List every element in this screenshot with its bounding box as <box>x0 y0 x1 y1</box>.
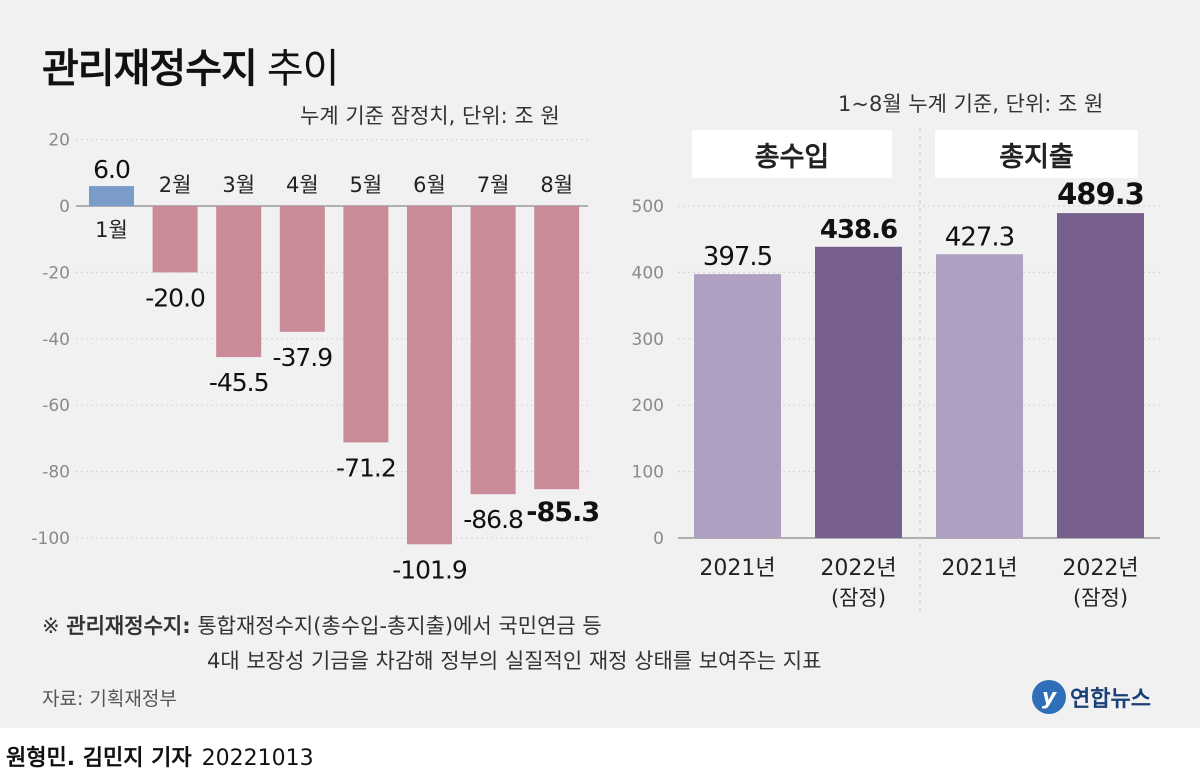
left-bar-2 <box>152 206 198 273</box>
title-main: 관리재정수지 <box>42 46 258 92</box>
right-y-tick-4: 100 <box>632 463 664 483</box>
right-x-label-g1-b1: 2021년 <box>699 556 775 581</box>
left-value-label-5: -71.2 <box>336 453 396 482</box>
title-sub: 추이 <box>266 46 340 92</box>
right-bar-g2-b2 <box>1057 213 1144 538</box>
credit-line: 원형민. 김민지 기자 20221013 <box>6 740 314 772</box>
left-bar-1 <box>89 186 134 206</box>
footnote-line-1: ※ 관리재정수지: 통합재정수지(총수입-총지출)에서 국민연금 등 <box>42 610 602 640</box>
left-value-label-3: -45.5 <box>209 368 269 397</box>
right-bar-g1-b1 <box>694 274 781 538</box>
right-bar-g2-b1 <box>936 254 1023 538</box>
note-term: 관리재정수지: <box>66 614 191 638</box>
logo-mark: y <box>1032 680 1066 714</box>
left-y-tick-6: -100 <box>31 529 70 549</box>
right-x-label-g2-b1: 2021년 <box>941 556 1017 581</box>
left-bar-3 <box>216 206 262 358</box>
left-value-label-6: -101.9 <box>392 555 467 584</box>
left-category-label-7: 7월 <box>477 173 510 197</box>
right-y-tick-2: 300 <box>632 330 664 350</box>
left-value-label-4: -37.9 <box>272 343 332 372</box>
left-value-label-2: -20.0 <box>145 283 205 312</box>
left-bar-5 <box>343 206 389 443</box>
right-y-tick-0: 500 <box>632 197 664 217</box>
group-header-spending: 총지출 <box>935 130 1138 178</box>
left-category-label-5: 5월 <box>350 173 383 197</box>
right-value-label-g1-b1: 397.5 <box>703 242 772 272</box>
right-bar-g1-b2 <box>815 246 902 538</box>
right-y-tick-5: 0 <box>653 529 664 549</box>
left-chart-unit-note: 누계 기준 잠정치, 단위: 조 원 <box>300 104 560 128</box>
right-value-label-g2-b1: 427.3 <box>945 222 1014 252</box>
right-x-label-g1-b2: 2022년 <box>820 556 896 581</box>
left-category-label-1: 1월 <box>95 218 128 242</box>
right-x-sublabel-g2-b2: (잠정) <box>1073 586 1128 610</box>
left-category-label-4: 4월 <box>286 173 319 197</box>
note-marker: ※ <box>42 614 60 638</box>
left-bar-4 <box>279 206 325 332</box>
footnote-line-2: 4대 보장성 기금을 차감해 정부의 실질적인 재정 상태를 보여주는 지표 <box>207 649 822 673</box>
logo-text: 연합뉴스 <box>1070 687 1151 712</box>
source-text: 자료: 기획재정부 <box>42 688 177 710</box>
right-x-label-g2-b2: 2022년 <box>1062 556 1138 581</box>
page-title: 관리재정수지 추이 <box>42 36 340 94</box>
left-bar-7 <box>470 206 516 495</box>
left-y-tick-0: 20 <box>48 131 70 151</box>
left-bar-8 <box>534 206 580 490</box>
group-header-revenue: 총수입 <box>692 130 892 178</box>
right-value-label-g2-b2: 489.3 <box>1057 177 1144 211</box>
left-bar-6 <box>407 206 452 545</box>
left-value-label-8: -85.3 <box>526 497 599 528</box>
left-category-label-2: 2월 <box>159 173 192 197</box>
left-y-tick-2: -20 <box>42 263 70 283</box>
credit-date: 20221013 <box>201 746 314 771</box>
left-y-tick-5: -80 <box>42 463 70 483</box>
left-category-label-8: 8월 <box>540 173 573 197</box>
yonhap-logo: y 연합뉴스 <box>1032 680 1151 714</box>
left-y-tick-4: -60 <box>42 396 70 416</box>
left-value-label-1: 6.0 <box>93 155 130 184</box>
left-category-label-6: 6월 <box>413 173 446 197</box>
charts-svg: 200-20-40-60-80-1001월6.02월-20.03월-45.54월… <box>31 128 1160 615</box>
left-y-tick-3: -40 <box>42 330 70 350</box>
left-value-label-7: -86.8 <box>463 505 523 534</box>
left-category-label-3: 3월 <box>222 173 255 197</box>
infographic-panel: 관리재정수지 추이 누계 기준 잠정치, 단위: 조 원 1~8월 누계 기준, … <box>0 0 1200 728</box>
credit-authors: 원형민. 김민지 기자 <box>6 746 192 771</box>
right-value-label-g1-b2: 438.6 <box>820 215 897 245</box>
right-chart-unit-note: 1~8월 누계 기준, 단위: 조 원 <box>838 92 1104 116</box>
left-y-tick-1: 0 <box>59 197 70 217</box>
right-y-tick-1: 400 <box>632 263 664 283</box>
right-y-tick-3: 200 <box>632 396 664 416</box>
note-text-1: 통합재정수지(총수입-총지출)에서 국민연금 등 <box>197 614 602 638</box>
right-x-sublabel-g1-b2: (잠정) <box>831 586 886 610</box>
